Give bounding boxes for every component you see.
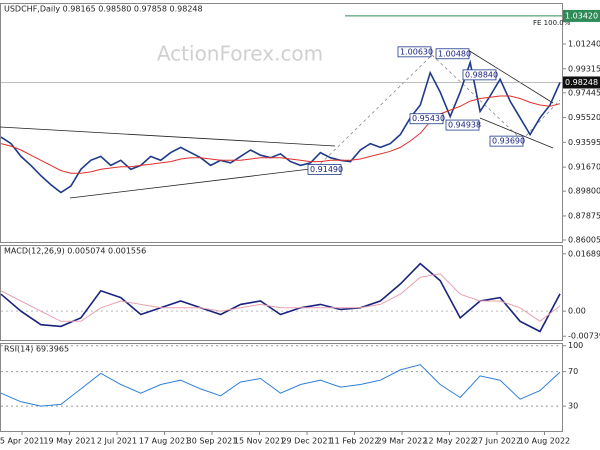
annotation-label: 0.95430 bbox=[412, 114, 445, 123]
y-tick-label: 0.91670 bbox=[568, 163, 600, 172]
series-line bbox=[0, 262, 561, 333]
annotation-box bbox=[435, 48, 470, 60]
annotation-label: 1.00480 bbox=[438, 49, 471, 58]
x-tick-label: 11 Feb 2022 bbox=[330, 437, 380, 446]
fe-label: 1.03420 bbox=[565, 11, 598, 20]
y-tick-label: 0.87875 bbox=[568, 211, 600, 220]
y-tick-label: 0.016893 bbox=[568, 249, 600, 258]
x-tick-label: 5 Apr 2021 bbox=[0, 437, 44, 446]
series-line bbox=[0, 273, 561, 322]
annotation-box bbox=[409, 113, 444, 125]
annotation-label: 0.98840 bbox=[465, 70, 498, 79]
annotation-box bbox=[489, 135, 524, 147]
annotation-box bbox=[397, 46, 432, 58]
y-tick-label: 0.89800 bbox=[568, 187, 600, 196]
x-tick-label: 29 Mar 2022 bbox=[377, 437, 428, 446]
annotation-label: 0.94938 bbox=[448, 121, 481, 130]
rsi-panel bbox=[0, 343, 563, 432]
x-tick-label: 17 Aug 2021 bbox=[139, 437, 190, 446]
trend-line bbox=[467, 49, 554, 104]
price-title: USDCHF,Daily 0.98165 0.98580 0.97858 0.9… bbox=[4, 5, 203, 14]
y-tick-label: 100 bbox=[568, 341, 583, 350]
trend-line bbox=[69, 165, 336, 199]
x-tick-label: 19 May 2021 bbox=[43, 437, 95, 446]
x-tick-label: 2 Jul 2021 bbox=[97, 437, 137, 446]
y-tick-label: 0.95520 bbox=[568, 113, 600, 122]
y-tick-label: -0.007393 bbox=[568, 332, 600, 341]
trend-line bbox=[0, 126, 336, 147]
y-tick-label: 0.99315 bbox=[568, 64, 600, 73]
series-line bbox=[0, 95, 561, 174]
fe-box bbox=[563, 9, 600, 22]
x-tick-label: 15 Nov 2021 bbox=[234, 437, 285, 446]
annotation-box bbox=[307, 164, 342, 175]
x-tick-label: 10 Aug 2022 bbox=[519, 437, 570, 446]
y-tick-label: 30 bbox=[568, 402, 578, 411]
y-tick-label: 0.93595 bbox=[568, 138, 600, 147]
price-panel bbox=[0, 3, 563, 243]
annotation-label: 0.93690 bbox=[492, 137, 525, 146]
annotation-box bbox=[462, 69, 497, 81]
annotation-label: 1.00630 bbox=[400, 47, 433, 56]
x-tick-label: 29 Dec 2021 bbox=[281, 437, 332, 446]
y-tick-label: 1.01240 bbox=[568, 39, 600, 48]
current-price-label: 0.98248 bbox=[565, 78, 598, 87]
projection-line bbox=[311, 54, 433, 173]
macd-title: MACD(12,26,9) 0.005074 0.001556 bbox=[4, 247, 146, 256]
x-tick-label: 12 May 2022 bbox=[423, 437, 475, 446]
y-tick-label: 0.97445 bbox=[568, 88, 600, 97]
x-tick-label: 27 Jun 2022 bbox=[473, 437, 521, 446]
y-tick-label: 70 bbox=[568, 367, 578, 376]
y-tick-label: 0.00 bbox=[568, 307, 586, 316]
trend-line bbox=[479, 117, 554, 149]
watermark: ActionForex.com bbox=[157, 42, 323, 66]
annotation-label: 0.91490 bbox=[310, 165, 343, 174]
y-tick-label: 0.86005 bbox=[568, 236, 600, 245]
macd-panel bbox=[0, 245, 563, 341]
rsi-title: RSI(14) 69.3965 bbox=[4, 345, 69, 354]
fe-name: FE 100.0% bbox=[533, 19, 571, 27]
current-price-box bbox=[563, 76, 600, 89]
series-line bbox=[0, 364, 561, 407]
annotation-box bbox=[445, 119, 480, 131]
x-tick-label: 30 Sep 2021 bbox=[187, 437, 238, 446]
